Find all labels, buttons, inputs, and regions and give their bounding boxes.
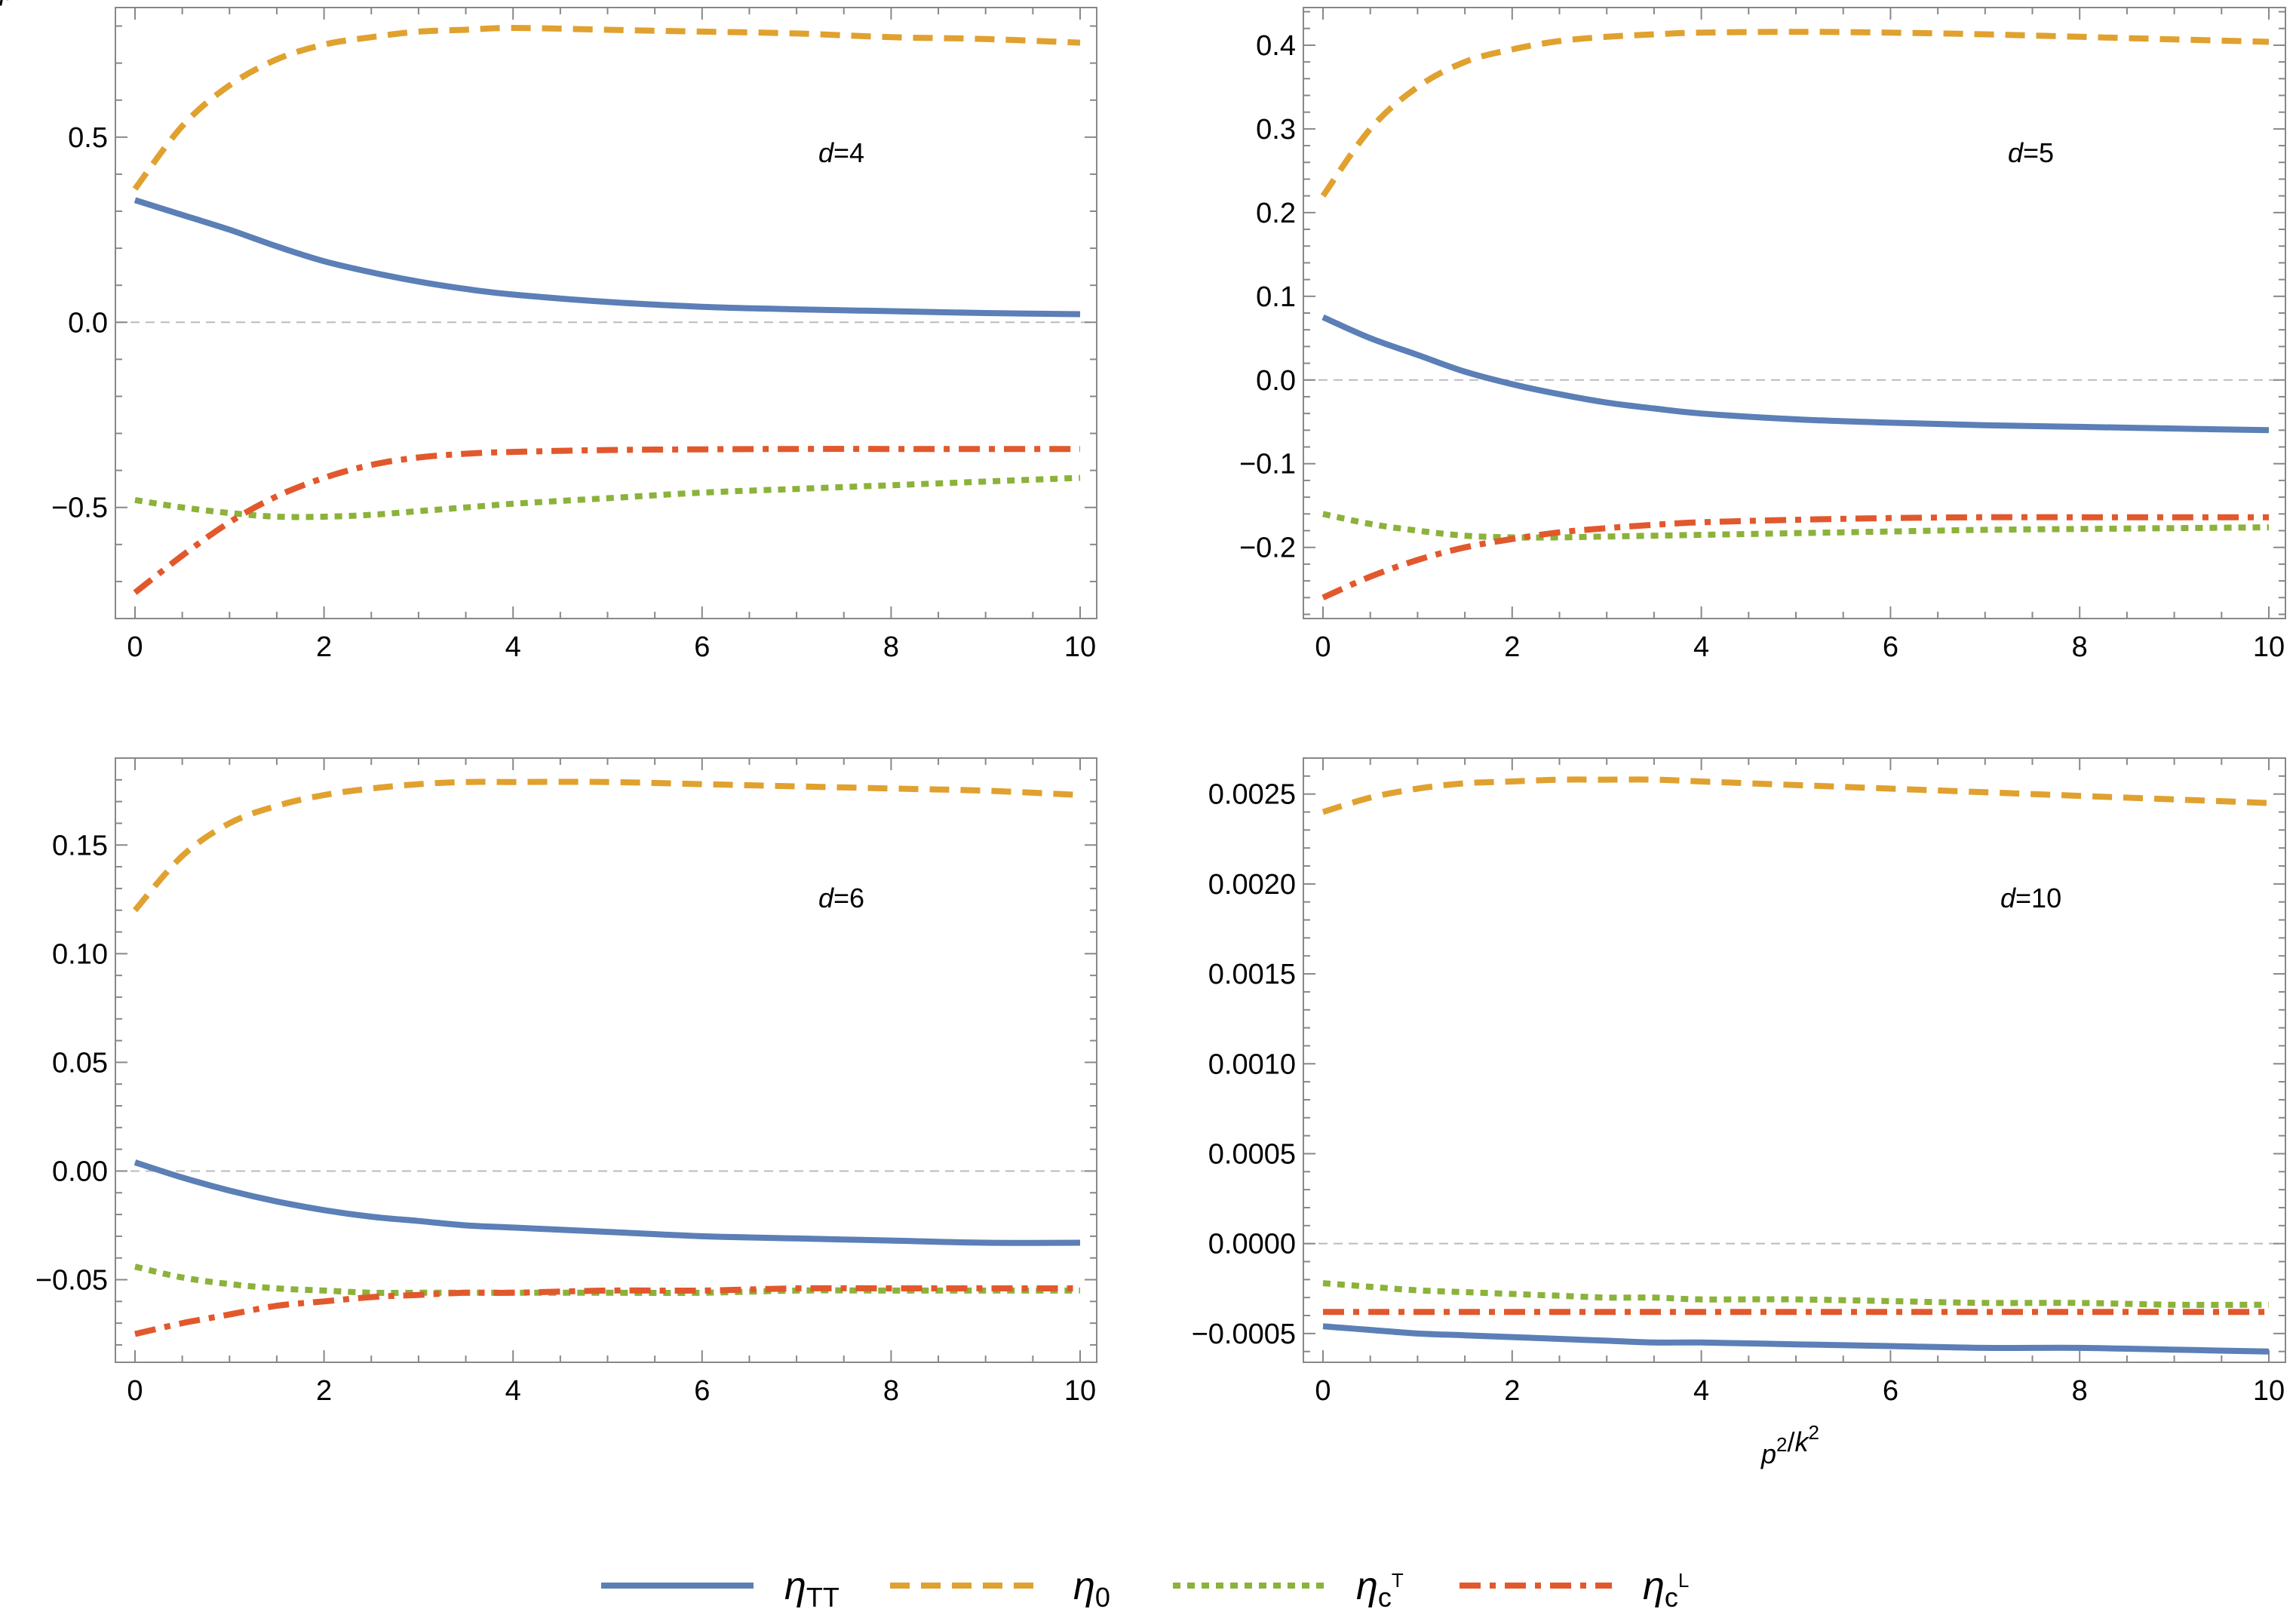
x-tick-label: 10 — [1064, 631, 1096, 663]
y-tick-label: 0.0020 — [1208, 869, 1296, 901]
x-tick-label: 4 — [1693, 631, 1709, 663]
x-tick-label: 8 — [2072, 1375, 2088, 1407]
x-tick-label: 0 — [1315, 1375, 1331, 1407]
x-tick-label: 2 — [316, 1375, 332, 1407]
panel-label: d=5 — [2008, 137, 2054, 168]
series-line-eta-TT — [1321, 314, 2270, 434]
x-tick-label: 0 — [127, 631, 143, 663]
chart-panel-2: 0 2 4 6 8 10 −0.2 −0.1 0.0 0.1 0.2 0.3 0.4 d=5 — [1239, 7, 2286, 663]
series-line-eta-cL — [134, 1285, 1080, 1337]
y-tick-label: 0.05 — [52, 1047, 108, 1079]
y-tick-label: 0.0000 — [1208, 1229, 1296, 1260]
y-tick-label: 0.0015 — [1208, 959, 1296, 990]
y-tick-label: 0.0005 — [1208, 1138, 1296, 1170]
series-line-eta-cL — [133, 446, 1080, 595]
legend-item-eta-TT: ηTT — [601, 1564, 840, 1613]
y-tick-label: 0.0025 — [1208, 779, 1296, 811]
series-line-eta-0 — [1321, 776, 2270, 815]
legend-label: ηcT — [1356, 1564, 1404, 1613]
y-tick-label: −0.0005 — [1192, 1319, 1296, 1350]
y-tick-label: 0.0 — [68, 307, 108, 339]
x-tick-label: 2 — [1504, 1375, 1520, 1407]
x-tick-label: 10 — [2253, 631, 2285, 663]
series-line-eta-cT — [1322, 1280, 2270, 1308]
y-tick-label: 0.5 — [68, 122, 108, 154]
x-tick-label: 6 — [1883, 1375, 1898, 1407]
plot-frame — [115, 757, 1097, 1363]
chart-panel-1: 0 2 4 6 8 10 −0.5 0.0 0.5 d=4 — [51, 7, 1097, 663]
x-tick-label: 0 — [1315, 631, 1331, 663]
y-tick-label: −0.1 — [1239, 449, 1296, 480]
panel-label: d=6 — [818, 883, 864, 913]
y-tick-label: −0.05 — [35, 1265, 108, 1297]
series-line-eta-TT — [1322, 1323, 2270, 1355]
plot-frame — [115, 7, 1097, 619]
x-tick-label: 10 — [1064, 1375, 1096, 1407]
x-tick-label: 4 — [505, 1375, 521, 1407]
y-tick-label: 0.1 — [1256, 281, 1296, 313]
legend-label: ηcL — [1643, 1564, 1689, 1613]
y-tick-label: 0.0010 — [1208, 1048, 1296, 1080]
series-line-eta-0 — [1320, 29, 2270, 198]
y-tick-label: 0.00 — [52, 1156, 108, 1187]
y-tick-label: 0.4 — [1256, 30, 1296, 62]
x-tick-label: 4 — [505, 631, 521, 663]
legend-item-eta-0: η0 — [890, 1564, 1110, 1613]
series-line-eta-0 — [132, 778, 1081, 913]
x-tick-label: 6 — [694, 1375, 710, 1407]
legend-item-eta-cT: ηcT — [1173, 1564, 1404, 1613]
x-axis-title: p2/k2 — [1760, 1421, 1819, 1469]
x-tick-label: 8 — [883, 631, 899, 663]
y-tick-label: 0.15 — [52, 830, 108, 861]
x-tick-label: 2 — [316, 631, 332, 663]
legend: ηTT η0 ηcT ηcL — [601, 1564, 1689, 1613]
series-line-eta-cT — [134, 474, 1081, 520]
series-line-eta-TT — [134, 197, 1081, 318]
y-tick-label: 0.2 — [1256, 198, 1296, 229]
x-tick-label: 2 — [1504, 631, 1520, 663]
x-tick-label: 6 — [694, 631, 710, 663]
series-line-eta-0 — [132, 24, 1081, 191]
legend-item-eta-cL: ηcL — [1460, 1564, 1689, 1613]
legend-label: ηTT — [784, 1564, 840, 1613]
plot-frame — [1303, 757, 2286, 1363]
x-tick-label: 8 — [883, 1375, 899, 1407]
legend-label: η0 — [1073, 1564, 1110, 1613]
series-line-eta-cT — [134, 1263, 1080, 1297]
y-tick-label: −0.2 — [1239, 533, 1296, 564]
series-line-eta-TT — [134, 1159, 1081, 1246]
y-tick-label: −0.5 — [51, 493, 108, 524]
panel-label: d=10 — [2000, 883, 2061, 913]
chart-panel-4: 0 2 4 6 8 10 −0.0005 0.0000 0.0005 0.0010 0.0015 0.… — [1192, 757, 2286, 1469]
x-tick-label: 6 — [1883, 631, 1898, 663]
y-tick-label: 0.3 — [1256, 114, 1296, 146]
x-tick-label: 8 — [2072, 631, 2088, 663]
x-tick-label: 10 — [2253, 1375, 2285, 1407]
y-tick-label: 0.0 — [1256, 365, 1296, 397]
y-tick-label: 0.10 — [52, 938, 108, 970]
x-axis-title: p2/k2 — [0, 0, 58, 6]
panel-label: d=4 — [818, 137, 864, 168]
x-tick-label: 0 — [127, 1375, 143, 1407]
x-tick-label: 4 — [1693, 1375, 1709, 1407]
